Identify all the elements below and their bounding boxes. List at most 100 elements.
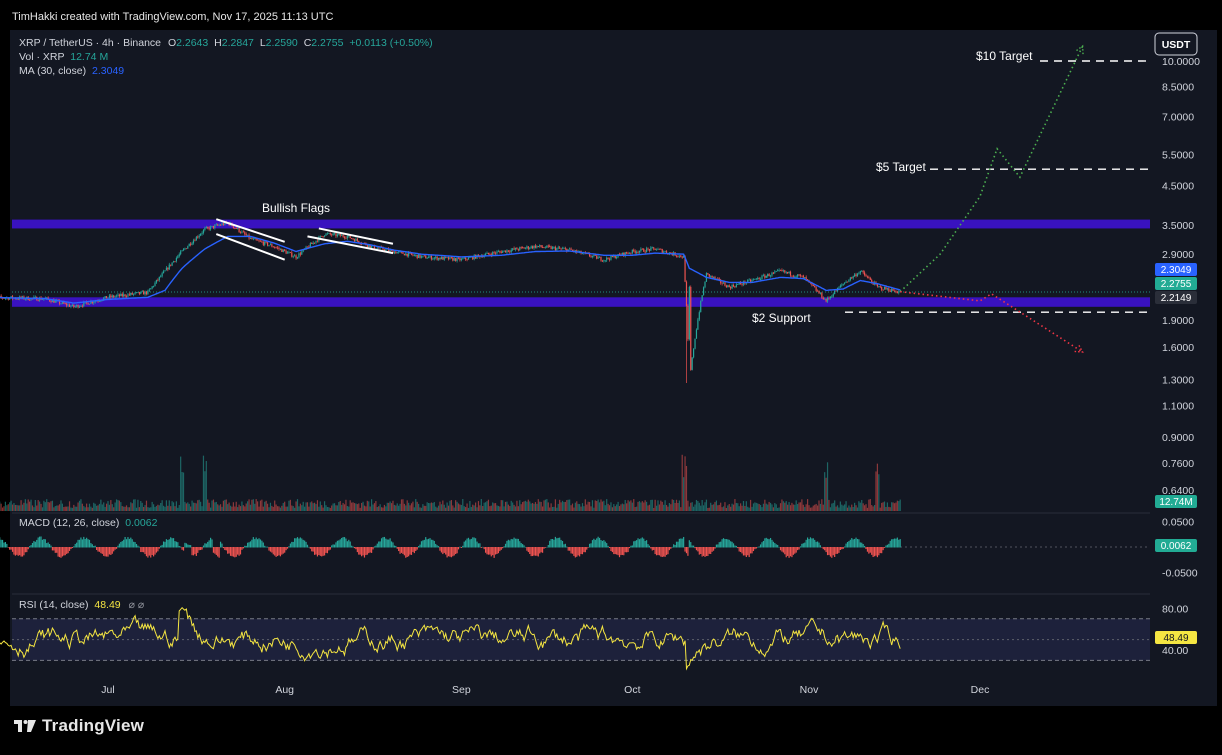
macd-histogram-bar	[302, 539, 304, 548]
macd-histogram-bar	[386, 539, 388, 548]
macd-histogram-bar	[202, 545, 205, 548]
volume-bar	[20, 500, 22, 511]
price-candle-body	[700, 300, 702, 313]
macd-histogram-bar	[704, 547, 706, 557]
price-candle-body	[663, 251, 665, 253]
volume-bar	[143, 506, 145, 511]
volume-bar	[419, 507, 421, 511]
price-candle-body	[624, 252, 626, 256]
volume-bar	[453, 507, 455, 511]
macd-histogram-bar	[323, 547, 326, 556]
volume-bar	[245, 503, 247, 511]
volume-bar	[509, 506, 511, 511]
volume-bar	[449, 500, 451, 511]
macd-histogram-bar	[175, 541, 177, 548]
price-candle-body	[100, 300, 102, 302]
macd-histogram-bar	[494, 547, 497, 555]
macd-histogram-bar	[826, 547, 829, 556]
volume-bar	[775, 504, 777, 511]
price-candle-body	[472, 256, 474, 260]
chart-canvas[interactable]: 10.00008.50007.00005.50004.50003.50002.9…	[0, 0, 1222, 706]
price-candle-body	[208, 227, 210, 230]
price-candle-body	[352, 238, 354, 240]
volume-bar	[849, 507, 851, 511]
macd-histogram-bar	[9, 547, 11, 550]
macd-histogram-bar	[680, 538, 682, 548]
price-candle-body	[758, 278, 760, 280]
volume-bar	[296, 499, 299, 511]
volume-bar	[329, 507, 331, 511]
macd-histogram-bar	[84, 538, 86, 548]
price-candle-body	[563, 248, 565, 250]
volume-bar	[601, 501, 604, 511]
macd-histogram-bar	[845, 543, 847, 548]
macd-histogram-bar	[570, 547, 572, 554]
volume-bar	[466, 503, 468, 511]
macd-histogram-bar	[232, 547, 234, 557]
volume-bar	[365, 506, 367, 511]
price-candle-body	[727, 285, 729, 288]
volume-bar	[311, 501, 313, 511]
volume-bar	[866, 507, 869, 511]
macd-histogram-bar	[512, 539, 514, 548]
volume-bar	[97, 505, 99, 511]
volume-bar	[489, 506, 491, 511]
price-candle-body	[832, 294, 834, 297]
volume-bar	[21, 504, 24, 511]
macd-histogram-bar	[694, 547, 696, 549]
volume-bar	[541, 506, 544, 511]
volume-bar	[202, 455, 205, 511]
price-candle-body	[181, 250, 183, 252]
volume-bar	[631, 502, 633, 511]
price-candle-body	[869, 278, 871, 280]
volume-bar	[259, 500, 262, 511]
price-candle-body	[610, 255, 612, 260]
chart-frame[interactable]	[10, 30, 1217, 706]
price-candle-body	[541, 246, 544, 248]
price-candle-body	[335, 233, 337, 237]
price-candle-body	[194, 240, 196, 242]
price-candle-body	[553, 247, 555, 248]
volume-bar	[170, 506, 172, 511]
macd-histogram-bar	[306, 544, 309, 548]
macd-histogram-bar	[683, 536, 685, 548]
price-candle-body	[91, 301, 93, 304]
volume-bar	[645, 501, 648, 511]
macd-histogram-bar	[61, 547, 64, 557]
volume-bar	[86, 503, 88, 511]
volume-bar	[608, 505, 611, 511]
currency-button[interactable]: USDT	[1154, 32, 1198, 56]
price-candle-body	[251, 237, 253, 240]
tradingview-logo[interactable]: TradingView	[14, 716, 144, 736]
volume-bar	[212, 499, 215, 511]
volume-bar	[842, 505, 844, 511]
volume-bar	[667, 506, 669, 511]
macd-histogram-bar	[117, 545, 119, 548]
price-candle-body	[704, 281, 706, 288]
macd-histogram-bar	[97, 547, 99, 552]
volume-bar	[496, 505, 498, 511]
price-candle-body	[735, 284, 737, 287]
price-candle-body	[643, 248, 645, 252]
macd-histogram-bar	[866, 547, 869, 552]
price-candle-body	[849, 277, 851, 280]
macd-histogram-bar	[162, 541, 165, 548]
macd-histogram-bar	[331, 545, 333, 548]
macd-histogram-bar	[0, 539, 2, 548]
macd-histogram-bar	[873, 547, 876, 557]
legend-low-label: L	[260, 37, 266, 49]
macd-histogram-bar	[161, 544, 163, 548]
price-candle-body	[608, 258, 611, 260]
macd-histogram-bar	[861, 542, 863, 548]
macd-histogram-bar	[539, 547, 541, 554]
macd-histogram-bar	[787, 547, 789, 556]
price-candle-body	[237, 228, 239, 229]
macd-histogram-bar	[862, 543, 864, 548]
price-candle-body	[274, 247, 276, 248]
macd-histogram-bar	[504, 543, 507, 548]
price-candle-body	[848, 279, 850, 282]
macd-histogram-bar	[674, 545, 676, 548]
volume-bar	[420, 507, 423, 511]
macd-histogram-bar	[499, 547, 501, 552]
currency-button-label: USDT	[1162, 39, 1191, 51]
